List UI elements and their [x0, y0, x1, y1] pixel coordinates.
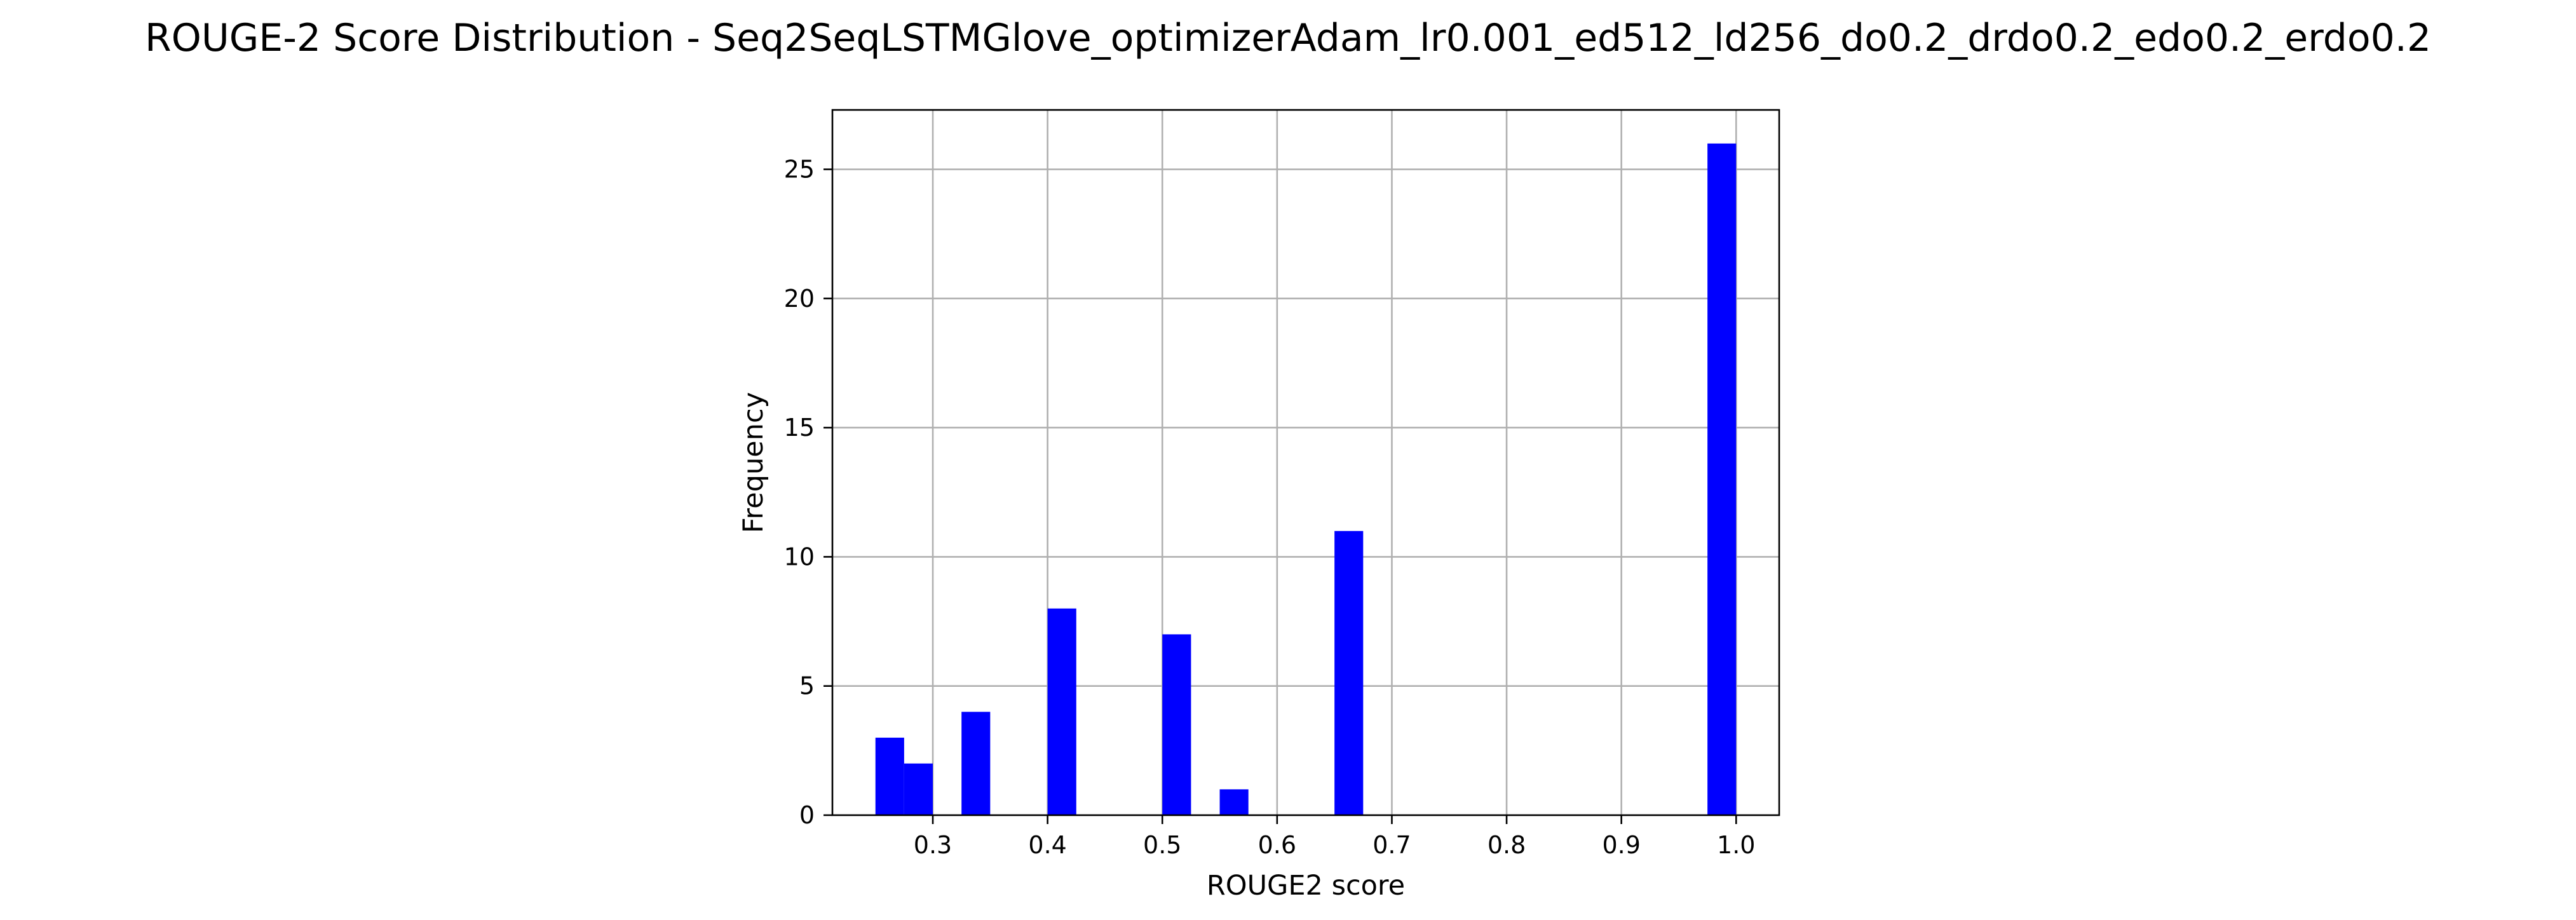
x-axis-label: ROUGE2 score [1207, 870, 1405, 902]
x-tick-label: 0.7 [1373, 831, 1411, 859]
histogram-bar [961, 712, 991, 815]
x-tick-label: 0.3 [914, 831, 952, 859]
x-tick-label: 0.4 [1028, 831, 1066, 859]
histogram-bar [1219, 789, 1249, 815]
chart-title: ROUGE-2 Score Distribution - Seq2SeqLSTM… [145, 16, 2431, 60]
y-tick-label: 10 [784, 543, 815, 571]
x-tick-label: 0.9 [1602, 831, 1640, 859]
y-tick-label: 0 [799, 801, 815, 829]
histogram-bars [875, 143, 1737, 815]
x-axis-ticks: 0.3 0.4 0.5 0.6 0.7 0.8 0.9 1.0 [914, 815, 1755, 859]
histogram-bar [1334, 531, 1364, 815]
y-axis-ticks: 0 5 10 15 20 25 [784, 156, 832, 829]
plot-area-frame [831, 109, 1780, 816]
x-tick-label: 1.0 [1717, 831, 1755, 859]
y-tick-label: 15 [784, 414, 815, 442]
histogram-bar [904, 763, 933, 815]
x-tick-label: 0.5 [1143, 831, 1181, 859]
x-tick-label: 0.8 [1488, 831, 1526, 859]
grid-lines [832, 110, 1779, 816]
y-tick-label: 25 [784, 156, 815, 184]
y-tick-label: 5 [799, 672, 815, 700]
y-axis-label: Frequency [738, 392, 769, 533]
histogram-bar [1047, 608, 1076, 815]
x-tick-label: 0.6 [1258, 831, 1296, 859]
histogram-bar [1162, 634, 1191, 815]
y-tick-label: 20 [784, 285, 815, 313]
histogram-bar [1707, 143, 1737, 815]
histogram-bar [875, 738, 904, 815]
